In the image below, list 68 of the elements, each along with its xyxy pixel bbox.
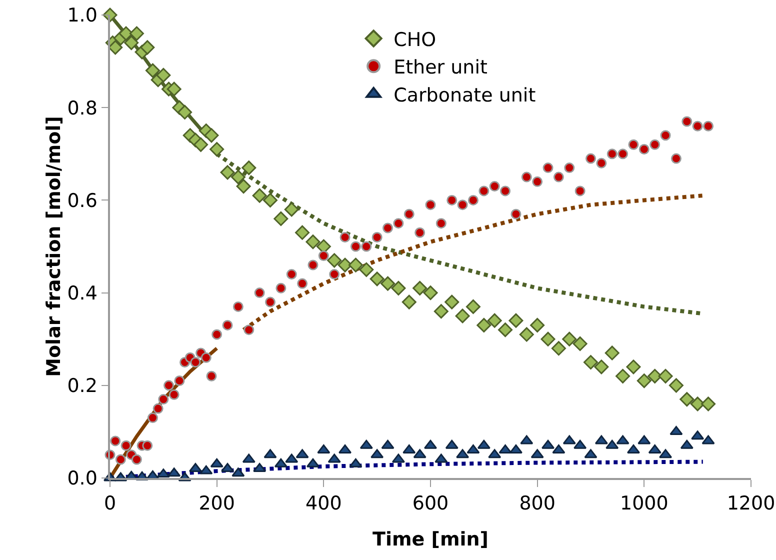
x-tick-label: 200 (198, 492, 235, 515)
point (626, 444, 640, 454)
point (360, 440, 373, 449)
x-tick-label: 0 (104, 492, 116, 515)
point (498, 444, 512, 454)
legend-label: CHO (394, 28, 436, 51)
point (488, 449, 502, 458)
y-tick-label: 0.8 (67, 97, 98, 120)
legend-label: Carbonate unit (394, 84, 536, 106)
y-tick-label: 0.6 (67, 190, 98, 212)
point (616, 435, 630, 444)
point (584, 449, 598, 458)
point (530, 449, 544, 458)
x-axis-title: Time [min] (372, 528, 488, 550)
y-tick-label: 0.4 (67, 282, 98, 304)
point (338, 444, 352, 454)
point (274, 458, 288, 468)
x-tick-label: 1200 (726, 492, 776, 515)
point (691, 430, 704, 440)
point (296, 449, 309, 458)
point (328, 454, 341, 463)
point (509, 444, 522, 454)
y-tick-label: 1.0 (67, 4, 98, 27)
point (520, 435, 534, 444)
x-tick-label: 1000 (620, 492, 668, 515)
point (445, 440, 458, 449)
y-tick-label: 0.2 (67, 375, 98, 398)
point (221, 462, 234, 472)
point (402, 444, 416, 454)
point (477, 440, 490, 449)
x-tick-label: 400 (306, 492, 342, 515)
point (456, 449, 470, 458)
point (648, 444, 662, 454)
point (156, 468, 170, 478)
point (264, 449, 277, 458)
point (670, 426, 683, 435)
point (285, 454, 298, 463)
legend-label: Ether unit (394, 56, 488, 79)
point (317, 444, 330, 454)
point (680, 440, 694, 449)
x-tick-label: 800 (519, 492, 556, 515)
point (552, 444, 566, 454)
point (562, 435, 576, 444)
point (702, 435, 715, 444)
point (434, 454, 448, 463)
point (466, 444, 480, 454)
point (253, 462, 266, 472)
point (349, 458, 362, 468)
point (370, 449, 384, 458)
point (200, 465, 213, 474)
x-tick-label: 600 (412, 492, 449, 515)
y-tick-label: 0.0 (67, 468, 98, 490)
point (659, 449, 672, 458)
point (606, 440, 619, 449)
point (242, 454, 256, 463)
point (413, 449, 426, 458)
y-axis-title: Molar fraction [mol/mol] (43, 116, 66, 377)
point (542, 440, 555, 449)
point (210, 458, 224, 468)
point (168, 468, 181, 477)
point (638, 435, 651, 444)
point (381, 440, 394, 449)
point (306, 458, 320, 468)
point (574, 440, 587, 449)
point (594, 435, 608, 444)
point (392, 454, 405, 463)
point (232, 468, 245, 477)
point (188, 462, 202, 472)
